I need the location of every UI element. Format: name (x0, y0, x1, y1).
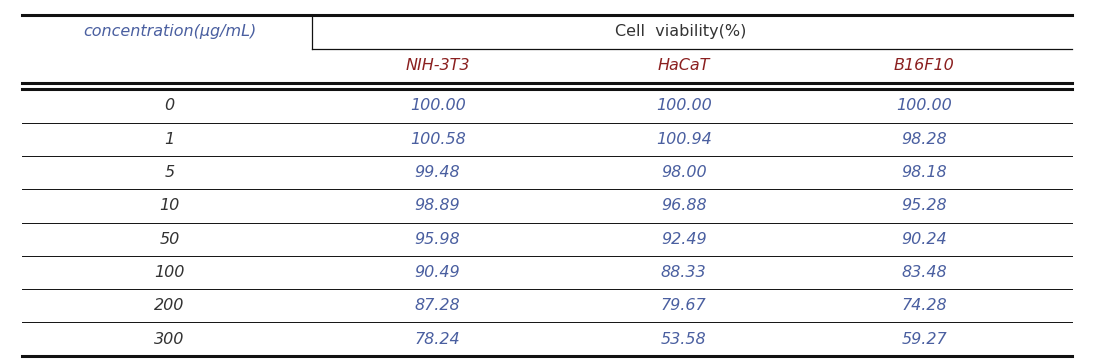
Text: 79.67: 79.67 (661, 298, 707, 313)
Text: 5: 5 (164, 165, 175, 180)
Text: 92.49: 92.49 (661, 232, 707, 247)
Text: 90.24: 90.24 (901, 232, 947, 247)
Text: 98.28: 98.28 (901, 132, 947, 147)
Text: 100.58: 100.58 (410, 132, 465, 147)
Text: concentration(μg/mL): concentration(μg/mL) (83, 24, 256, 39)
Text: 78.24: 78.24 (415, 331, 461, 347)
Text: 100: 100 (154, 265, 185, 280)
Text: 88.33: 88.33 (661, 265, 707, 280)
Text: 200: 200 (154, 298, 185, 313)
Text: 98.18: 98.18 (901, 165, 947, 180)
Text: 99.48: 99.48 (415, 165, 461, 180)
Text: B16F10: B16F10 (894, 58, 955, 73)
Text: 300: 300 (154, 331, 185, 347)
Text: 100.00: 100.00 (410, 98, 465, 114)
Text: 100.94: 100.94 (656, 132, 711, 147)
Text: 83.48: 83.48 (901, 265, 947, 280)
Text: 95.98: 95.98 (415, 232, 461, 247)
Text: 53.58: 53.58 (661, 331, 707, 347)
Text: 100.00: 100.00 (897, 98, 952, 114)
Text: NIH-3T3: NIH-3T3 (406, 58, 469, 73)
Text: 50: 50 (160, 232, 179, 247)
Text: Cell  viability(%): Cell viability(%) (615, 24, 747, 39)
Text: 1: 1 (164, 132, 175, 147)
Text: 10: 10 (160, 198, 179, 213)
Text: 59.27: 59.27 (901, 331, 947, 347)
Text: 0: 0 (164, 98, 175, 114)
Text: 74.28: 74.28 (901, 298, 947, 313)
Text: 95.28: 95.28 (901, 198, 947, 213)
Text: 96.88: 96.88 (661, 198, 707, 213)
Text: HaCaT: HaCaT (657, 58, 710, 73)
Text: 98.00: 98.00 (661, 165, 707, 180)
Text: 90.49: 90.49 (415, 265, 461, 280)
Text: 98.89: 98.89 (415, 198, 461, 213)
Text: 87.28: 87.28 (415, 298, 461, 313)
Text: 100.00: 100.00 (656, 98, 711, 114)
